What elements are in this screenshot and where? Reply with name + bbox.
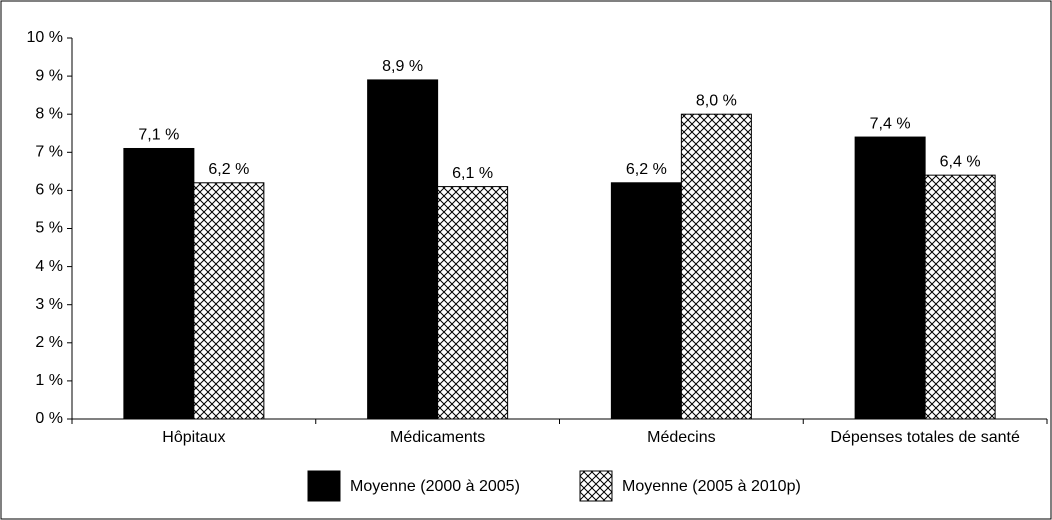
y-tick-label: 6 %	[35, 182, 63, 199]
bar	[367, 79, 439, 420]
x-tick-label: Médecins	[647, 429, 715, 446]
value-label: 6,1 %	[452, 165, 493, 182]
value-label: 8,9 %	[382, 58, 423, 75]
bar	[193, 182, 265, 420]
y-tick-label: 4 %	[35, 258, 63, 275]
y-tick-label: 1 %	[35, 372, 63, 389]
legend-swatch	[307, 470, 341, 502]
y-tick-label: 7 %	[35, 144, 63, 161]
y-tick-label: 3 %	[35, 296, 63, 313]
legend-label: Moyenne (2005 à 2010p)	[622, 478, 801, 495]
y-tick-label: 8 %	[35, 105, 63, 122]
value-label: 6,2 %	[208, 161, 249, 178]
legend-label: Moyenne (2000 à 2005)	[350, 478, 520, 495]
value-label: 7,1 %	[138, 127, 179, 144]
value-label: 8,0 %	[696, 92, 737, 109]
value-label: 7,4 %	[870, 115, 911, 132]
x-tick-label: Médicaments	[390, 429, 485, 446]
y-tick-label: 9 %	[35, 67, 63, 84]
bar	[123, 147, 195, 420]
y-tick-label: 10 %	[27, 29, 63, 46]
value-label: 6,2 %	[626, 161, 667, 178]
y-tick-label: 5 %	[35, 220, 63, 237]
bar	[610, 182, 682, 420]
bar	[854, 136, 926, 420]
x-tick-label: Dépenses totales de santé	[830, 429, 1020, 446]
x-tick-label: Hôpitaux	[162, 429, 225, 446]
y-tick-label: 2 %	[35, 334, 63, 351]
bar	[437, 186, 509, 420]
bar	[924, 174, 996, 420]
y-tick-label: 0 %	[35, 410, 63, 427]
bar	[680, 113, 752, 420]
legend-swatch	[579, 470, 613, 502]
value-label: 6,4 %	[940, 153, 981, 170]
